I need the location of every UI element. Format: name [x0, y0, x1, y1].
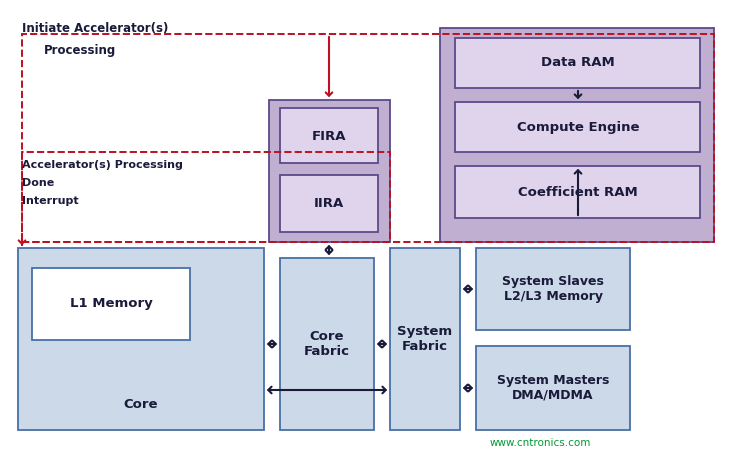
Bar: [280, 175, 378, 232]
Text: L1 Memory: L1 Memory: [69, 297, 152, 311]
Bar: [22, 152, 390, 242]
Text: Interrupt: Interrupt: [22, 196, 79, 206]
Text: Coefficient RAM: Coefficient RAM: [518, 186, 638, 198]
Text: Core: Core: [124, 399, 158, 411]
Text: Initiate Accelerator(s): Initiate Accelerator(s): [22, 22, 168, 35]
Bar: [280, 108, 378, 163]
Bar: [476, 346, 630, 430]
Text: Accelerator(s) Processing: Accelerator(s) Processing: [22, 160, 183, 170]
Text: Processing: Processing: [44, 44, 116, 57]
Bar: [455, 38, 700, 88]
Text: www.cntronics.com: www.cntronics.com: [490, 438, 591, 448]
Text: Done: Done: [22, 178, 54, 188]
Text: IIRA: IIRA: [314, 197, 344, 211]
Text: Core
Fabric: Core Fabric: [304, 330, 350, 358]
Bar: [32, 268, 190, 340]
Text: System
Fabric: System Fabric: [398, 325, 452, 353]
Bar: [455, 166, 700, 218]
Bar: [476, 248, 630, 330]
Bar: [280, 258, 374, 430]
Text: System Masters
DMA/MDMA: System Masters DMA/MDMA: [497, 374, 609, 402]
Bar: [440, 28, 714, 242]
Bar: [18, 248, 264, 430]
Bar: [455, 102, 700, 152]
Bar: [22, 34, 714, 242]
Text: Data RAM: Data RAM: [541, 56, 615, 69]
Bar: [390, 248, 460, 430]
Bar: [269, 100, 390, 242]
Text: System Slaves
L2/L3 Memory: System Slaves L2/L3 Memory: [502, 275, 604, 303]
Text: Compute Engine: Compute Engine: [517, 120, 639, 133]
Text: FIRA: FIRA: [311, 129, 346, 143]
